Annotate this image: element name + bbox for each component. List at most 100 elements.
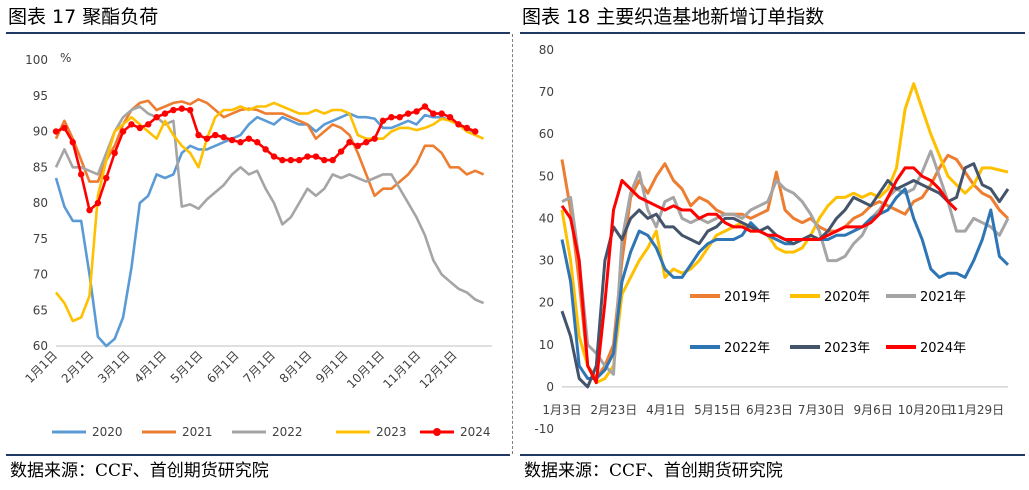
x-tick-label: 1月1日 — [22, 348, 60, 386]
legend-label-2023: 2023 — [376, 425, 407, 439]
y-tick-label: 75 — [33, 232, 48, 246]
data-point-2024 — [220, 134, 227, 141]
x-tick-label: 6月23日 — [746, 403, 793, 417]
data-point-2024 — [237, 139, 244, 146]
data-point-2024 — [186, 106, 194, 114]
data-point-2024 — [379, 117, 387, 124]
data-point-2024 — [153, 114, 160, 121]
data-point-2024 — [203, 135, 211, 142]
x-tick-label: 1月3日 — [542, 403, 581, 417]
data-point-2024 — [195, 131, 202, 139]
y-tick-label: -10 — [534, 422, 554, 436]
data-point-2024 — [228, 136, 236, 144]
series-line-2020 — [54, 112, 477, 348]
x-tick-label: 10月20日 — [898, 403, 953, 417]
legend-label-2022年: 2022年 — [724, 341, 770, 356]
data-point-2024 — [304, 153, 311, 160]
data-point-2024 — [61, 124, 68, 132]
series-line-2019年 — [560, 153, 1010, 380]
data-point-2024 — [421, 103, 429, 110]
unit-label: % — [60, 51, 71, 65]
data-point-2024 — [396, 114, 403, 121]
data-point-2024 — [388, 114, 395, 121]
data-point-2024 — [346, 139, 353, 146]
right-title-rule — [520, 32, 1025, 34]
x-tick-label: 7月30日 — [798, 403, 845, 417]
legend-label-2023年: 2023年 — [824, 341, 870, 356]
y-tick-label: 60 — [539, 127, 554, 141]
left-title-rule — [6, 32, 510, 34]
data-point-2024 — [463, 124, 471, 132]
y-tick-label: 70 — [539, 85, 554, 99]
x-tick-label: 8月1日 — [277, 348, 315, 386]
data-point-2024 — [279, 156, 286, 164]
x-tick-label: 5月15日 — [694, 403, 741, 417]
right-chart-title: 图表 18 主要织造基地新增订单指数 — [522, 6, 825, 28]
data-point-2024 — [371, 135, 378, 142]
data-point-2024 — [404, 110, 412, 117]
data-point-2024 — [287, 156, 294, 164]
y-tick-label: 65 — [33, 303, 48, 317]
data-point-2024 — [354, 142, 362, 149]
series-line-2022 — [54, 105, 485, 305]
x-tick-label: 4月1日 — [646, 403, 685, 417]
y-tick-label: 80 — [539, 43, 554, 57]
x-tick-label: 11月1日 — [380, 348, 423, 391]
data-point-2024 — [52, 128, 60, 135]
legend-marker-2024 — [433, 428, 441, 436]
series-line-2020年 — [560, 82, 1009, 385]
y-tick-label: 30 — [539, 254, 554, 268]
data-point-2024 — [111, 149, 118, 157]
y-tick-label: 85 — [33, 160, 48, 174]
data-point-2024 — [94, 199, 102, 207]
data-point-2024 — [270, 153, 278, 160]
data-point-2024 — [321, 156, 328, 164]
x-tick-label: 7月1日 — [240, 348, 278, 386]
data-point-2024 — [295, 156, 303, 164]
x-tick-label: 5月1日 — [168, 348, 206, 386]
series-line-2024年 — [560, 166, 958, 385]
polyester-load-chart: 60 65 70 75 80 85 90 95 100 1月1日2月1日3月1日4月1日5月1日6… — [22, 51, 492, 439]
data-point-2024 — [254, 139, 261, 146]
left-source-note: 数据来源：CCF、首创期货研究院 — [10, 461, 269, 481]
y-tick-label: 95 — [33, 89, 48, 103]
y-tick-label: 20 — [539, 296, 554, 310]
data-point-2024 — [413, 108, 420, 115]
left-chart-title: 图表 17 聚酯负荷 — [8, 6, 159, 28]
data-point-2024 — [262, 146, 269, 153]
left-chart-panel: 图表 17 聚酯负荷 60 65 70 75 80 85 90 95 100 1月1日 2月1日 3月… — [0, 0, 514, 490]
data-point-2024 — [178, 105, 185, 112]
y-tick-label: 0 — [546, 380, 554, 394]
data-point-2024 — [430, 110, 437, 117]
data-point-2024 — [472, 128, 479, 135]
data-point-2024 — [69, 139, 76, 146]
right-source-note: 数据来源：CCF、首创期货研究院 — [524, 461, 783, 481]
y-tick-label: 100 — [25, 53, 48, 67]
data-point-2024 — [329, 156, 336, 164]
data-point-2024 — [212, 131, 219, 139]
data-point-2024 — [119, 128, 127, 135]
legend-label-2020年: 2020年 — [824, 290, 870, 305]
x-tick-label: 4月1日 — [131, 348, 169, 386]
legend-label-2024年: 2024年 — [920, 341, 966, 356]
x-tick-label: 2月23日 — [590, 403, 637, 417]
x-tick-label: 6月1日 — [204, 348, 242, 386]
data-point-2024 — [363, 139, 370, 146]
data-point-2024 — [446, 114, 454, 121]
y-tick-label: 40 — [539, 211, 554, 225]
data-point-2024 — [136, 124, 144, 132]
legend-label-2022: 2022 — [272, 425, 303, 439]
data-point-2024 — [170, 106, 177, 114]
x-tick-label: 2月1日 — [59, 348, 97, 386]
data-point-2024 — [245, 135, 253, 142]
y-tick-label: 50 — [539, 169, 554, 183]
legend-label-2021: 2021 — [182, 425, 213, 439]
legend-label-2024: 2024 — [460, 425, 491, 439]
x-tick-label: 11月29日 — [950, 403, 1005, 417]
data-point-2024 — [86, 206, 93, 214]
legend-label-2021年: 2021年 — [920, 290, 966, 305]
data-point-2024 — [145, 121, 152, 128]
y-tick-label: 80 — [33, 196, 48, 210]
x-tick-label: 10月1日 — [344, 348, 387, 391]
weaving-order-index-chart: -10 0 10 20 30 40 50 60 70 80 1月3日 2月23日 4月1日 5月15日 6月… — [534, 43, 1010, 436]
